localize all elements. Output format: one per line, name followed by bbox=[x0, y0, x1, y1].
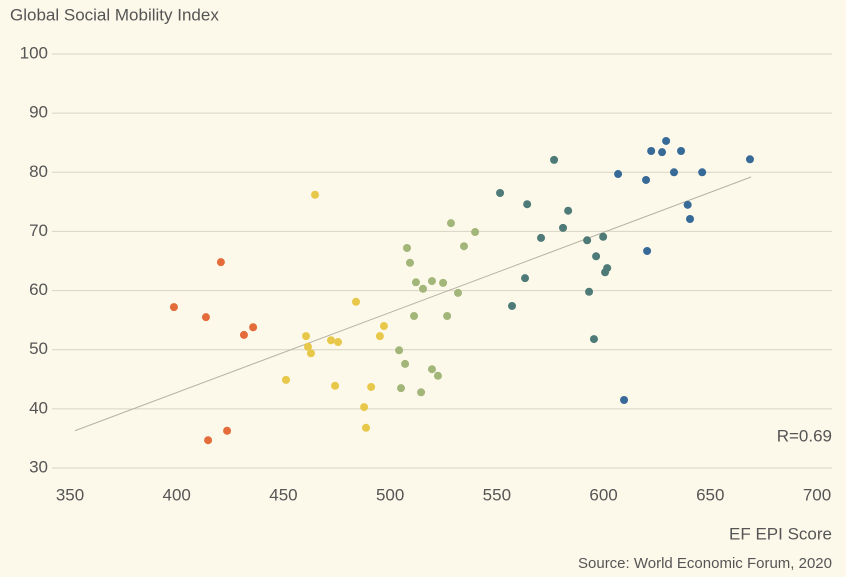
point bbox=[327, 336, 336, 345]
x-tick-label: 550 bbox=[483, 485, 511, 504]
y-tick-label: 70 bbox=[29, 221, 48, 240]
point bbox=[360, 403, 369, 412]
point bbox=[601, 268, 610, 277]
x-tick-label: 450 bbox=[269, 485, 297, 504]
point bbox=[401, 359, 410, 368]
point bbox=[379, 322, 388, 331]
point bbox=[642, 175, 651, 184]
point bbox=[647, 146, 656, 155]
point bbox=[670, 168, 679, 177]
x-tick-label: 650 bbox=[696, 485, 724, 504]
y-tick-label: 30 bbox=[29, 457, 48, 476]
point bbox=[583, 236, 592, 245]
x-tick-label: 350 bbox=[56, 485, 84, 504]
y-tick-label: 40 bbox=[29, 398, 48, 417]
trend-line bbox=[74, 176, 752, 432]
point bbox=[662, 136, 671, 145]
point bbox=[375, 332, 384, 341]
point bbox=[550, 155, 559, 164]
point bbox=[433, 371, 442, 380]
point bbox=[459, 242, 468, 251]
point bbox=[249, 323, 258, 332]
point bbox=[683, 200, 692, 209]
x-tick-label: 400 bbox=[163, 485, 191, 504]
point bbox=[239, 330, 248, 339]
y-tick-label: 90 bbox=[29, 103, 48, 122]
point bbox=[508, 301, 517, 310]
point bbox=[599, 232, 608, 241]
x-tick-label: 500 bbox=[376, 485, 404, 504]
y-tick-label: 50 bbox=[29, 339, 48, 358]
point bbox=[745, 155, 754, 164]
x-tick-label: 700 bbox=[803, 485, 831, 504]
point bbox=[443, 312, 452, 321]
point bbox=[496, 188, 505, 197]
point bbox=[334, 338, 343, 347]
point bbox=[559, 223, 568, 232]
point bbox=[427, 277, 436, 286]
point bbox=[367, 382, 376, 391]
point bbox=[698, 168, 707, 177]
point bbox=[686, 215, 695, 224]
point bbox=[446, 219, 455, 228]
point bbox=[658, 148, 667, 157]
point bbox=[521, 274, 530, 283]
point bbox=[311, 190, 320, 199]
point bbox=[411, 278, 420, 287]
point bbox=[405, 258, 414, 267]
x-axis-label: EF EPI Score bbox=[729, 524, 832, 543]
x-tick-label: 600 bbox=[589, 485, 617, 504]
point bbox=[397, 384, 406, 393]
point bbox=[620, 395, 629, 404]
point bbox=[589, 335, 598, 344]
point bbox=[439, 278, 448, 287]
point bbox=[302, 332, 311, 341]
annotation: R=0.69 bbox=[777, 426, 832, 445]
point bbox=[204, 436, 213, 445]
point bbox=[169, 303, 178, 312]
point bbox=[410, 312, 419, 321]
point bbox=[523, 200, 532, 209]
point bbox=[643, 246, 652, 255]
point bbox=[362, 423, 371, 432]
point bbox=[427, 365, 436, 374]
point bbox=[564, 206, 573, 215]
point bbox=[537, 233, 546, 242]
point bbox=[351, 297, 360, 306]
point bbox=[306, 349, 315, 358]
point bbox=[471, 228, 480, 237]
point bbox=[223, 426, 232, 435]
point bbox=[201, 313, 210, 322]
point bbox=[303, 342, 312, 351]
y-tick-label: 60 bbox=[29, 280, 48, 299]
point bbox=[419, 284, 428, 293]
y-tick-label: 100 bbox=[20, 43, 48, 62]
y-tick-label: 80 bbox=[29, 162, 48, 181]
point bbox=[614, 170, 623, 179]
point bbox=[677, 146, 686, 155]
y-axis-label: Global Social Mobility Index bbox=[10, 5, 219, 24]
point bbox=[403, 243, 412, 252]
point bbox=[281, 375, 290, 384]
source: Source: World Economic Forum, 2020 bbox=[578, 555, 832, 572]
point bbox=[592, 252, 601, 261]
point bbox=[585, 287, 594, 296]
point bbox=[395, 346, 404, 355]
point bbox=[331, 381, 340, 390]
point bbox=[216, 258, 225, 267]
point bbox=[454, 288, 463, 297]
point bbox=[417, 388, 426, 397]
